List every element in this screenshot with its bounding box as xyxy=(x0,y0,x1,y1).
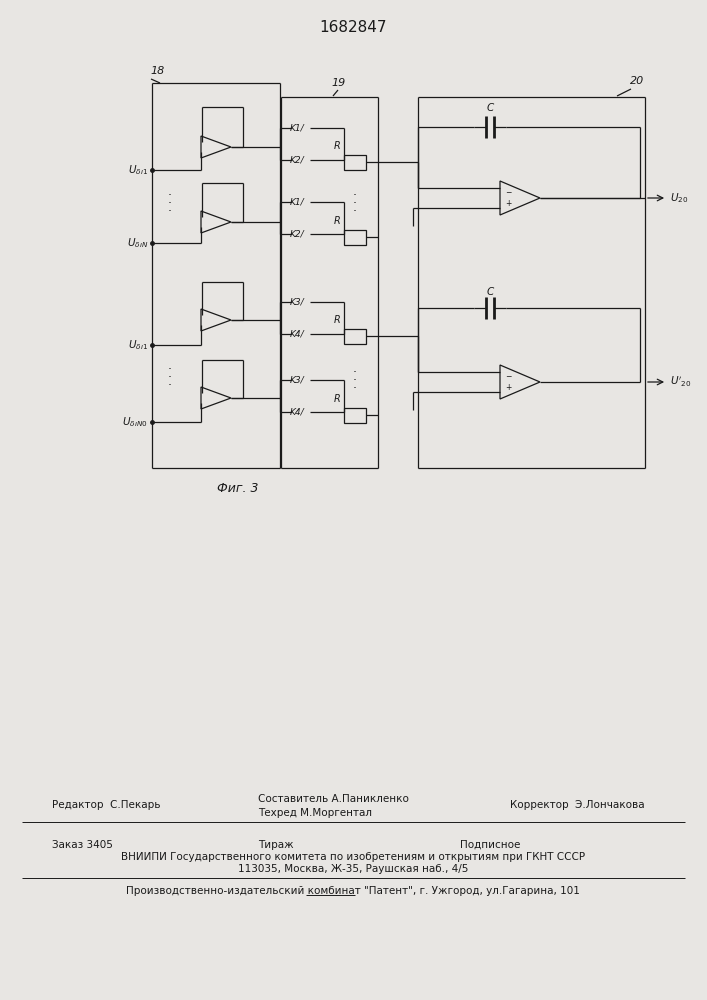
Text: Подписное: Подписное xyxy=(460,840,520,850)
Text: K2/: K2/ xyxy=(290,155,305,164)
Text: K1/: K1/ xyxy=(290,123,305,132)
Text: 20: 20 xyxy=(630,76,644,86)
Text: $U_{20}$: $U_{20}$ xyxy=(670,191,689,205)
Text: K4/: K4/ xyxy=(290,330,305,338)
Text: 113035, Москва, Ж-35, Раушская наб., 4/5: 113035, Москва, Ж-35, Раушская наб., 4/5 xyxy=(238,864,468,874)
Text: ·: · xyxy=(168,206,172,219)
Text: ·: · xyxy=(168,190,172,202)
Text: ·: · xyxy=(353,366,357,379)
Text: ·: · xyxy=(168,379,172,392)
Text: 19: 19 xyxy=(331,78,345,88)
Text: Тираж: Тираж xyxy=(258,840,293,850)
Text: K2/: K2/ xyxy=(290,230,305,238)
Text: K3/: K3/ xyxy=(290,298,305,306)
Text: K3/: K3/ xyxy=(290,375,305,384)
Text: K1/: K1/ xyxy=(290,198,305,207)
Text: R: R xyxy=(334,216,340,226)
Text: 1682847: 1682847 xyxy=(320,20,387,35)
Text: −: − xyxy=(506,372,512,381)
Bar xyxy=(344,408,366,423)
Text: ·: · xyxy=(168,198,172,211)
Text: R: R xyxy=(334,315,340,325)
Text: Производственно-издательский комбинат "Патент", г. Ужгород, ул.Гагарина, 101: Производственно-издательский комбинат "П… xyxy=(126,886,580,896)
Text: ВНИИПИ Государственного комитета по изобретениям и открытиям при ГКНТ СССР: ВНИИПИ Государственного комитета по изоб… xyxy=(121,852,585,862)
Text: 18: 18 xyxy=(150,66,164,76)
Text: +: + xyxy=(506,199,512,208)
Text: C: C xyxy=(486,287,493,297)
Text: $U'_{20}$: $U'_{20}$ xyxy=(670,375,691,389)
Text: ·: · xyxy=(168,371,172,384)
Text: $U_{\delta\imath 1}$: $U_{\delta\imath 1}$ xyxy=(128,163,148,177)
Text: ·: · xyxy=(353,198,357,211)
Text: −: − xyxy=(506,188,512,197)
Text: ·: · xyxy=(168,363,172,376)
Text: R: R xyxy=(334,141,340,151)
Text: ·: · xyxy=(353,190,357,202)
Text: Корректор  Э.Лончакова: Корректор Э.Лончакова xyxy=(510,800,645,810)
Text: ·: · xyxy=(353,374,357,387)
Text: ·: · xyxy=(353,382,357,395)
Text: R: R xyxy=(334,394,340,404)
Text: C: C xyxy=(486,103,493,113)
Text: $U_{\delta\imath 1}$: $U_{\delta\imath 1}$ xyxy=(128,338,148,352)
Text: K4/: K4/ xyxy=(290,408,305,416)
Bar xyxy=(344,329,366,344)
Bar xyxy=(344,155,366,170)
Text: $U_{\delta\imath N}$: $U_{\delta\imath N}$ xyxy=(127,236,148,250)
Text: ·: · xyxy=(353,206,357,219)
Text: Заказ 3405: Заказ 3405 xyxy=(52,840,113,850)
Text: Техред М.Моргентал: Техред М.Моргентал xyxy=(258,808,372,818)
Text: Редактор  С.Пекарь: Редактор С.Пекарь xyxy=(52,800,160,810)
Text: $U_{\delta\imath N0}$: $U_{\delta\imath N0}$ xyxy=(122,415,148,429)
Text: Составитель А.Паникленко: Составитель А.Паникленко xyxy=(258,794,409,804)
Text: +: + xyxy=(506,383,512,392)
Bar xyxy=(344,230,366,245)
Text: Фиг. 3: Фиг. 3 xyxy=(217,482,259,494)
